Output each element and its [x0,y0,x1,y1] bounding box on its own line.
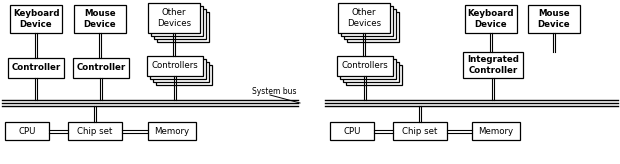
Bar [465,5,517,33]
Bar [157,12,209,42]
Text: System bus: System bus [252,87,297,96]
Bar [147,56,203,76]
Bar [338,3,390,33]
Text: Other
Devices: Other Devices [157,8,191,28]
Bar [150,59,206,79]
Text: Keyboard
Device: Keyboard Device [13,9,60,29]
Text: Chip set: Chip set [78,126,113,135]
Bar [463,52,523,78]
Bar [73,58,129,78]
Bar [5,122,49,140]
Text: Memory: Memory [479,126,513,135]
Bar [74,5,126,33]
Bar [344,9,396,39]
Text: Controller: Controller [11,63,61,72]
Bar [8,58,64,78]
Bar [10,5,62,33]
Bar [472,122,520,140]
Bar [337,56,393,76]
Bar [528,5,580,33]
Bar [343,62,399,82]
Bar [330,122,374,140]
Text: CPU: CPU [343,126,361,135]
Text: Other
Devices: Other Devices [347,8,381,28]
Text: Memory: Memory [154,126,190,135]
Bar [153,62,209,82]
Bar [346,65,402,85]
Text: Integrated
Controller: Integrated Controller [467,55,519,75]
Bar [156,65,212,85]
Bar [154,9,206,39]
Text: Controller: Controller [76,63,126,72]
Text: Mouse
Device: Mouse Device [538,9,570,29]
Bar [148,3,200,33]
Bar [68,122,122,140]
Text: Controllers: Controllers [342,62,388,71]
Text: CPU: CPU [18,126,36,135]
Text: Mouse
Device: Mouse Device [84,9,117,29]
Bar [148,122,196,140]
Text: Chip set: Chip set [402,126,438,135]
Bar [393,122,447,140]
Bar [151,6,203,36]
Bar [340,59,396,79]
Bar [341,6,393,36]
Text: Keyboard
Device: Keyboard Device [467,9,514,29]
Bar [347,12,399,42]
Text: Controllers: Controllers [152,62,198,71]
